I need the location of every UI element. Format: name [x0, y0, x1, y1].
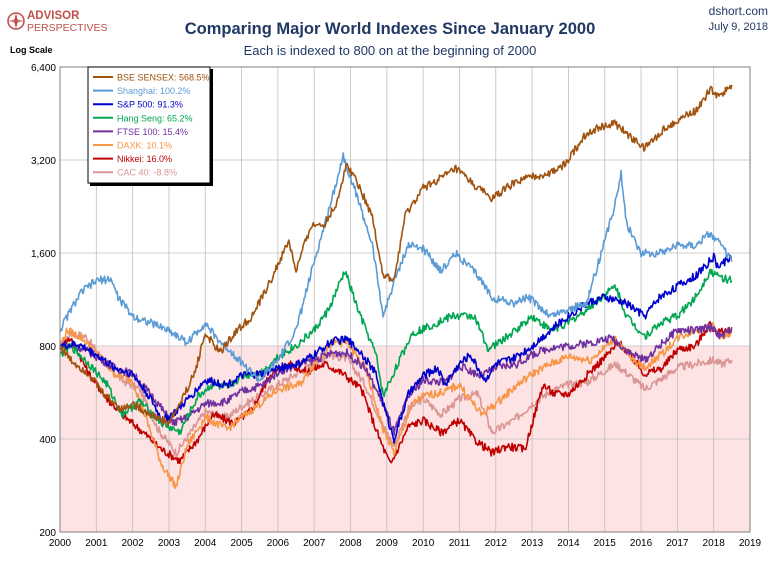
- x-tick-label: 2003: [158, 538, 181, 549]
- y-tick-label: 1,600: [31, 249, 56, 260]
- x-tick-label: 2012: [485, 538, 508, 549]
- legend-entry: Hang Seng: 65.2%: [117, 113, 193, 123]
- x-tick-label: 2019: [739, 538, 762, 549]
- y-tick-label: 200: [39, 528, 56, 539]
- legend-items: BSE SENSEX: 568.5% Shanghai: 100.2% S&P 50…: [93, 73, 210, 178]
- x-tick-label: 2007: [303, 538, 326, 549]
- chart-subtitle: Each is indexed to 800 on at the beginni…: [244, 43, 537, 58]
- legend-entry: Shanghai: 100.2%: [117, 86, 191, 96]
- advisor-perspectives-logo: ADVISOR PERSPECTIVES: [7, 10, 108, 34]
- legend-entry: CAC 40: -8.8%: [117, 168, 177, 178]
- series-line: [59, 323, 733, 436]
- x-tick-label: 2018: [703, 538, 726, 549]
- source-label: dshort.com: [709, 4, 768, 18]
- y-tick-label: 3,200: [31, 156, 56, 167]
- legend-entry: S&P 500: 91.3%: [117, 100, 183, 110]
- legend-box: [87, 66, 211, 184]
- series-line: [59, 268, 733, 436]
- date-label: July 9, 2018: [709, 21, 768, 33]
- y-tick-labels: 200 400 800 1,600 3,200 6,400: [31, 63, 56, 539]
- y-tick-label: 400: [39, 435, 56, 446]
- x-tick-label: 2016: [630, 538, 653, 549]
- legend-shadow-bottom: [90, 183, 213, 186]
- legend-shadow-right: [210, 69, 213, 185]
- x-tick-labels: 2000 2001 2002 2003 2004 2005 2006 2007 2008 2009…: [49, 538, 762, 549]
- gridlines: [59, 66, 751, 533]
- legend-entry: BSE SENSEX: 568.5%: [117, 73, 210, 83]
- x-tick-label: 2017: [666, 538, 689, 549]
- series-lines: [59, 84, 733, 490]
- series-line: [59, 84, 733, 427]
- compass-cross-icon: [8, 19, 24, 23]
- y-tick-label: 800: [39, 342, 56, 353]
- legend-entry: DAXK: 10.1%: [117, 141, 172, 151]
- x-tick-label: 2006: [267, 538, 290, 549]
- x-tick-label: 2013: [521, 538, 544, 549]
- chart-title: Comparing Major World Indexes Since Janu…: [185, 20, 596, 38]
- x-tick-label: 2008: [339, 538, 362, 549]
- x-tick-label: 2004: [194, 538, 217, 549]
- x-tick-label: 2014: [557, 538, 580, 549]
- y-tick-label: 6,400: [31, 63, 56, 74]
- legend-entry: Nikkei: 16.0%: [117, 154, 172, 164]
- series-line: [59, 152, 733, 382]
- legend-entry: FTSE 100: 15.4%: [117, 127, 188, 137]
- x-tick-label: 2002: [122, 538, 145, 549]
- x-tick-label: 2010: [412, 538, 435, 549]
- brand-line-2: PERSPECTIVES: [27, 22, 108, 34]
- legend: BSE SENSEX: 568.5% Shanghai: 100.2% S&P 50…: [87, 66, 213, 186]
- x-tick-label: 2001: [85, 538, 108, 549]
- x-tick-label: 2005: [230, 538, 253, 549]
- x-tick-label: 2009: [376, 538, 399, 549]
- brand-line-1: ADVISOR: [27, 10, 80, 22]
- x-tick-label: 2000: [49, 538, 72, 549]
- y-axis-label: Log Scale: [10, 45, 53, 55]
- x-tick-label: 2015: [594, 538, 617, 549]
- x-tick-label: 2011: [449, 538, 471, 549]
- plot-frame: [59, 66, 751, 533]
